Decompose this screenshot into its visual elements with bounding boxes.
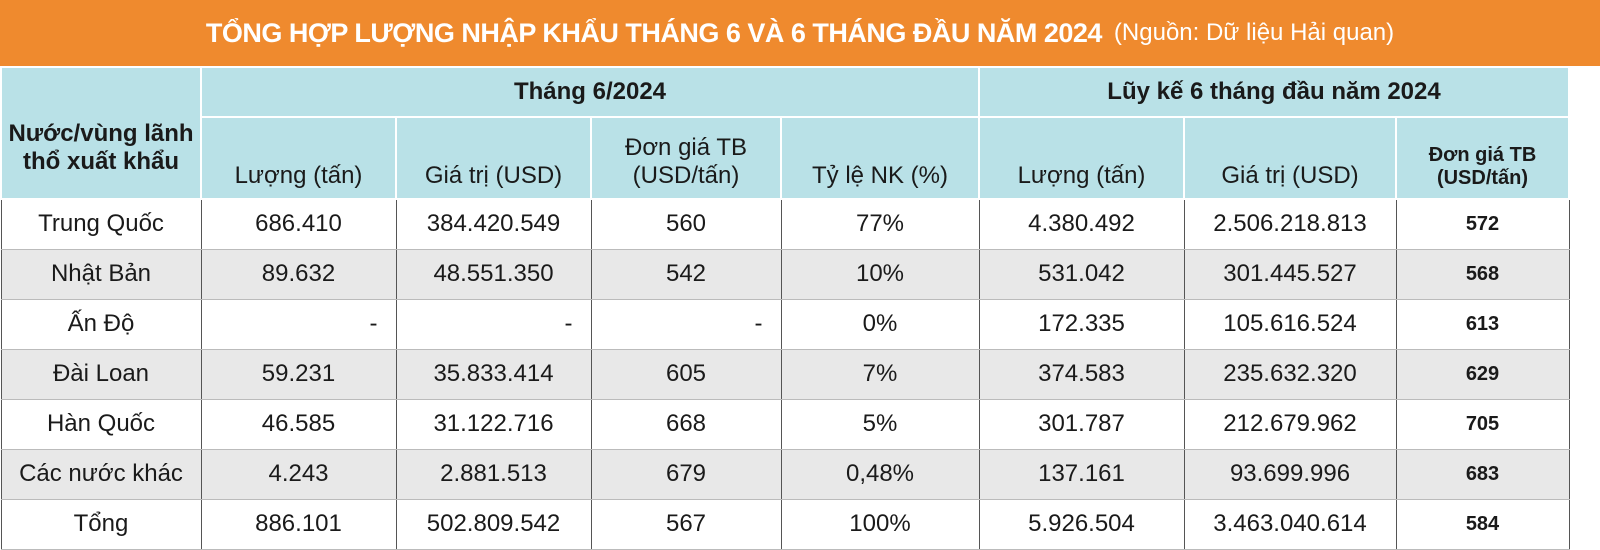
table-row: Hàn Quốc 46.585 31.122.716 668 5% 301.787 212.… [0, 399, 1570, 450]
cell: 560 [590, 199, 782, 250]
cell: 605 [590, 349, 782, 400]
cell: 35.833.414 [395, 349, 592, 400]
cell: 301.787 [978, 399, 1185, 450]
column-header: Giá trị (USD) [395, 116, 592, 200]
cell: - [590, 299, 782, 350]
column-header: Đơn giá TB (USD/tấn) [590, 116, 782, 200]
cell: 89.632 [200, 249, 397, 300]
table-head: Nước/vùng lãnh thổ xuất khẩu Tháng 6/202… [0, 66, 1571, 200]
cell: 93.699.996 [1183, 449, 1397, 500]
cell: 886.101 [200, 499, 397, 550]
cell: 568 [1395, 249, 1570, 300]
cell: 668 [590, 399, 782, 450]
table-row: Các nước khác 4.243 2.881.513 679 0,48% 137.1… [0, 449, 1570, 500]
row-label: Nhật Bản [0, 249, 202, 300]
row-label: Trung Quốc [0, 199, 202, 250]
cell: 5.926.504 [978, 499, 1185, 550]
row-header: Nước/vùng lãnh thổ xuất khẩu [0, 66, 202, 200]
cell: 502.809.542 [395, 499, 592, 550]
cell: 59.231 [200, 349, 397, 400]
cell: 584 [1395, 499, 1570, 550]
table-row: Nhật Bản 89.632 48.551.350 542 10% 531.042 301… [0, 249, 1570, 300]
row-label: Hàn Quốc [0, 399, 202, 450]
column-header: Lượng (tấn) [978, 116, 1185, 200]
cell: 531.042 [978, 249, 1185, 300]
cell: 613 [1395, 299, 1570, 350]
cell: 137.161 [978, 449, 1185, 500]
group-header: Tháng 6/2024 [200, 66, 980, 118]
cell: 31.122.716 [395, 399, 592, 450]
source: (Nguồn: Dữ liệu Hải quan) [1113, 19, 1395, 46]
cell: 7% [780, 349, 980, 400]
column-header: Giá trị (USD) [1183, 116, 1397, 200]
cell: 212.679.962 [1183, 399, 1397, 450]
cell: 172.335 [978, 299, 1185, 350]
title-bar: TỔNG HỢP LƯỢNG NHẬP KHẨU THÁNG 6 VÀ 6 TH… [0, 0, 1600, 66]
cell: 2.506.218.813 [1183, 199, 1397, 250]
column-header: Lượng (tấn) [200, 116, 397, 200]
cell: 4.243 [200, 449, 397, 500]
cell: 10% [780, 249, 980, 300]
cell: 686.410 [200, 199, 397, 250]
cell: 0% [780, 299, 980, 350]
row-label: Đài Loan [0, 349, 202, 400]
cell: 384.420.549 [395, 199, 592, 250]
cell: 5% [780, 399, 980, 450]
cell: 301.445.527 [1183, 249, 1397, 300]
cell: 567 [590, 499, 782, 550]
cell: 105.616.524 [1183, 299, 1397, 350]
cell: 77% [780, 199, 980, 250]
cell: 100% [780, 499, 980, 550]
table-row: Đài Loan 59.231 35.833.414 605 7% 374.583 235.… [0, 349, 1570, 400]
cell: - [395, 299, 592, 350]
row-label: Các nước khác [0, 449, 202, 500]
group-header: Lũy kế 6 tháng đầu năm 2024 [977, 66, 1571, 118]
cell: 3.463.040.614 [1183, 499, 1397, 550]
table-body: Trung Quốc 686.410 384.420.549 560 77% 4.380.… [0, 199, 1570, 550]
table-row: Tổng 886.101 502.809.542 567 100% 5.926.504 3.… [0, 499, 1570, 550]
column-row: Lượng (tấn) Giá trị (USD) Đơn giá TB (USD/… [1, 116, 1571, 200]
column-header: Đơn giá TB (USD/tấn) [1394, 116, 1571, 200]
cell: 705 [1395, 399, 1570, 450]
row-label: Tổng [0, 499, 202, 550]
cell: 48.551.350 [395, 249, 592, 300]
column-header: Tỷ lệ NK (%) [780, 116, 980, 200]
cell: 374.583 [978, 349, 1185, 400]
table-row: Trung Quốc 686.410 384.420.549 560 77% 4.380.… [0, 199, 1570, 250]
cell: 542 [590, 249, 782, 300]
table-row: Ấn Độ - - -0% 172.335 105.616.524 613 [0, 299, 1570, 350]
cell: 2.881.513 [395, 449, 592, 500]
cell: 679 [590, 449, 782, 500]
cell: 0,48% [780, 449, 980, 500]
title: TỔNG HỢP LƯỢNG NHẬP KHẨU THÁNG 6 VÀ 6 TH… [205, 17, 1103, 48]
cell: 629 [1395, 349, 1570, 400]
import-table: Nước/vùng lãnh thổ xuất khẩu Tháng 6/202… [0, 66, 1571, 550]
cell: 572 [1395, 199, 1570, 250]
cell: 235.632.320 [1183, 349, 1397, 400]
cell: 46.585 [200, 399, 397, 450]
cell: - [200, 299, 397, 350]
row-label: Ấn Độ [0, 299, 202, 350]
group-row: Nước/vùng lãnh thổ xuất khẩu Tháng 6/202… [0, 66, 1571, 200]
cell: 683 [1395, 449, 1570, 500]
cell: 4.380.492 [978, 199, 1185, 250]
